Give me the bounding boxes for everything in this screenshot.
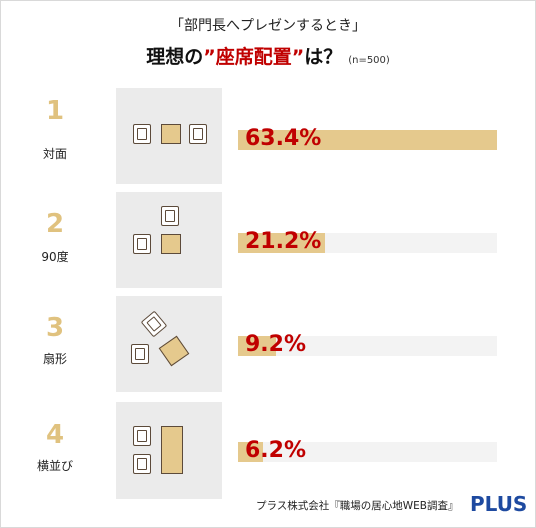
value-label-1: 63.4% (245, 126, 322, 151)
rank-4: 4 (45, 420, 65, 450)
seating-illustration-side-by-side (116, 402, 222, 499)
chair-icon (133, 426, 151, 446)
value-label-4: 6.2% (245, 438, 307, 463)
bar-2 (238, 233, 325, 253)
bar-track-2 (238, 233, 497, 253)
table-icon (161, 426, 183, 474)
value-label-2: 21.2% (245, 229, 322, 254)
rank-1: 1 (45, 96, 65, 126)
table-icon (161, 234, 181, 254)
seating-illustration-90-degree (116, 192, 222, 288)
bar-track-4 (238, 442, 497, 462)
rank-3: 3 (45, 313, 65, 343)
chair-icon (133, 454, 151, 474)
table-icon (158, 335, 190, 367)
seating-illustration-face-to-face (116, 88, 222, 184)
brand-logo: PLUS (470, 492, 528, 516)
bar-track-3 (238, 336, 497, 356)
value-label-3: 9.2% (245, 332, 307, 357)
sample-size: (n=500) (348, 55, 390, 66)
seating-illustration-fan-shape (116, 296, 222, 392)
bar-4 (238, 442, 264, 462)
source-note: プラス株式会社『職場の居心地WEB調査』 (256, 500, 459, 512)
chair-icon (189, 124, 207, 144)
category-label-1: 対面 (42, 147, 67, 161)
title-highlight: ”座席配置” (203, 46, 305, 68)
category-label-3: 扇形 (42, 352, 67, 366)
category-label-4: 横並び (36, 459, 73, 473)
bar-track-1 (238, 130, 497, 150)
bar-1 (238, 130, 497, 150)
chair-icon (133, 234, 151, 254)
chair-icon (133, 124, 151, 144)
title-part2: は？ (304, 46, 343, 68)
table-icon (161, 124, 181, 144)
category-label-2: 90度 (41, 250, 69, 264)
title-part1: 理想の (146, 46, 204, 68)
chair-icon (131, 344, 149, 364)
chart-subtitle: 「部門長へプレゼンするとき」 (170, 18, 366, 34)
chair-icon (140, 310, 168, 338)
chair-icon (161, 206, 179, 226)
rank-2: 2 (45, 209, 65, 239)
chart-title: 理想の”座席配置”は？ (n=500) (0, 42, 536, 69)
bar-3 (238, 336, 276, 356)
